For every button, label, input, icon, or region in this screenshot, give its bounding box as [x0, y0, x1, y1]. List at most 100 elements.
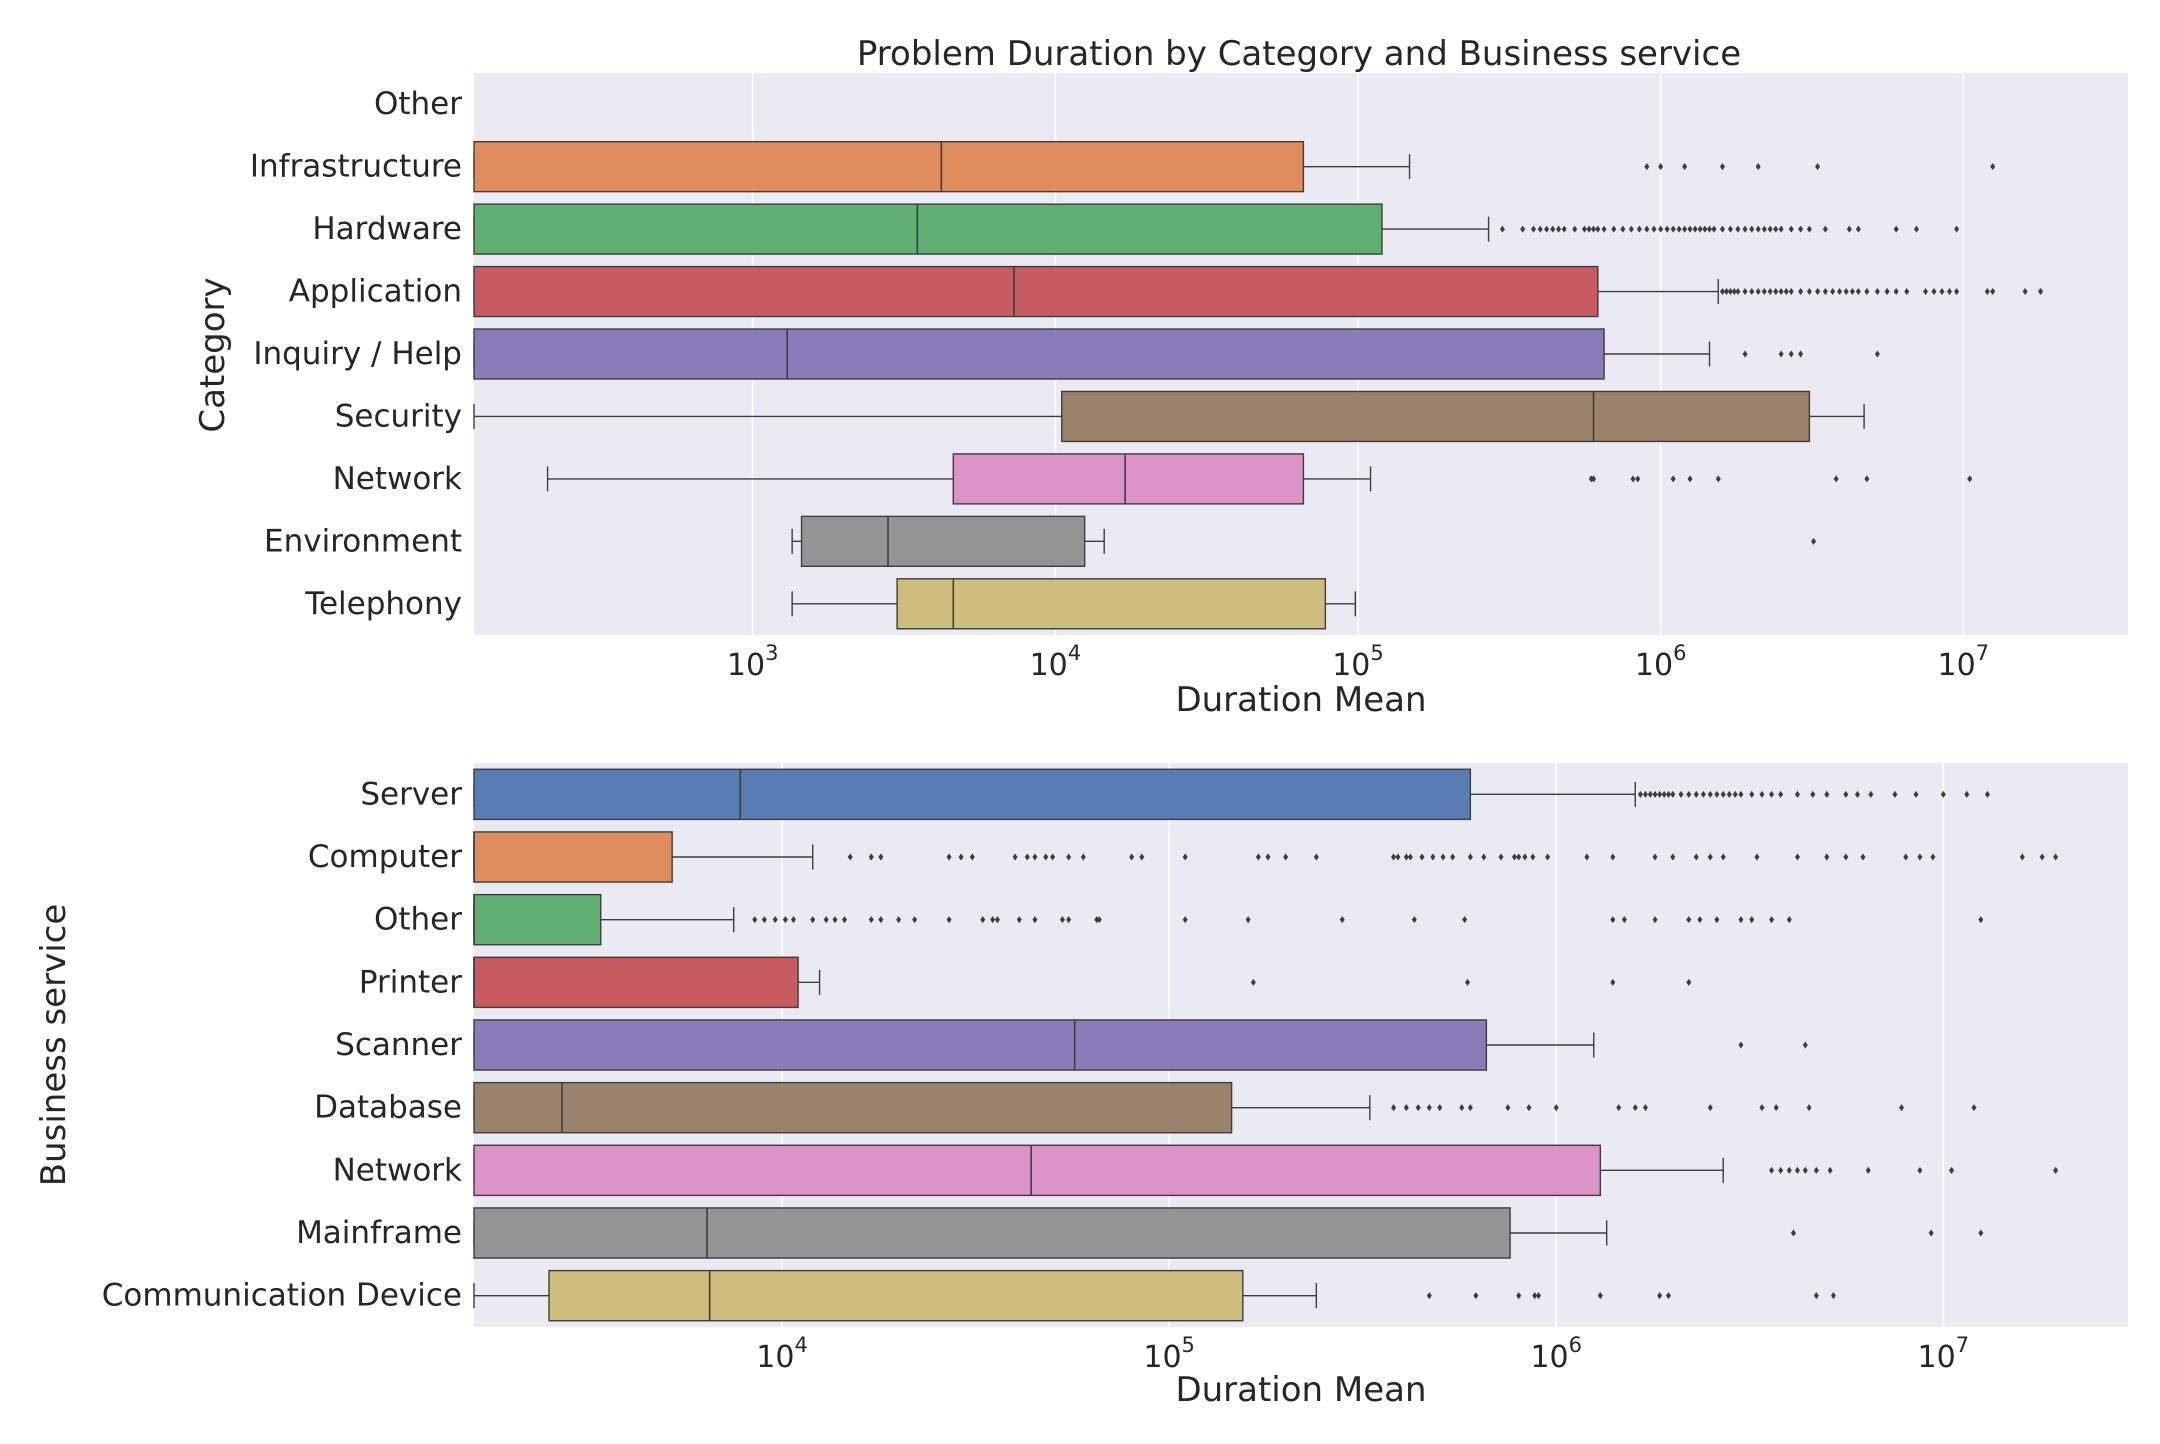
outlier-point: [1610, 916, 1616, 924]
outlier-point: [1735, 225, 1741, 233]
outlier-point: [1767, 288, 1773, 296]
outlier-point: [1783, 288, 1789, 296]
outlier-point: [1827, 1166, 1833, 1174]
outlier-point: [1642, 790, 1648, 798]
outlier-point: [752, 916, 758, 924]
x-axis-label: Duration Mean: [1175, 1370, 1426, 1410]
outlier-point: [1661, 790, 1667, 798]
outlier-point: [1738, 916, 1744, 924]
outlier-point: [1670, 790, 1676, 798]
outlier-point: [1426, 1104, 1432, 1112]
outlier-point: [1903, 853, 1909, 861]
x-tick-label: 105: [1332, 641, 1384, 683]
outlier-point: [1516, 853, 1522, 861]
outlier-point: [1769, 916, 1775, 924]
outlier-point: [1761, 225, 1767, 233]
outlier-point: [1802, 1041, 1808, 1049]
x-tick-label: 105: [1143, 1333, 1195, 1375]
outlier-point: [1666, 1292, 1672, 1300]
box-body: [473, 831, 673, 883]
outlier-point: [1601, 225, 1607, 233]
outlier-point: [1984, 790, 1990, 798]
outlier-point: [1711, 225, 1717, 233]
outlier-point: [958, 853, 964, 861]
outlier-point: [1450, 853, 1456, 861]
outlier-point: [878, 853, 884, 861]
outlier-point: [782, 916, 788, 924]
outlier-point: [1676, 225, 1682, 233]
category-boxplot-panel: 103 104 105 106 107 Duration Mean Category Othe…: [193, 73, 2128, 720]
outlier-point: [1411, 916, 1417, 924]
outlier-point: [2053, 1166, 2059, 1174]
outlier-point: [1749, 916, 1755, 924]
outlier-point: [1813, 1292, 1819, 1300]
outlier-point: [1391, 1104, 1397, 1112]
outlier-point: [1830, 1292, 1836, 1300]
outlier-point: [1313, 853, 1319, 861]
outlier-point: [1815, 288, 1821, 296]
outlier-point: [1426, 1292, 1432, 1300]
outlier-point: [1755, 225, 1761, 233]
box-body: [952, 453, 1305, 505]
y-tick-label: Security: [335, 398, 462, 434]
outlier-point: [1798, 288, 1804, 296]
outlier-point: [1666, 790, 1672, 798]
box-body: [473, 265, 1599, 318]
outlier-point: [1339, 916, 1345, 924]
outlier-point: [1658, 225, 1664, 233]
outlier-point: [1096, 916, 1102, 924]
x-axis-label: Duration Mean: [1175, 680, 1426, 720]
box-body: [473, 140, 1305, 193]
y-tick-label: Printer: [359, 964, 462, 1000]
outlier-point: [1658, 163, 1664, 171]
outlier-point: [878, 916, 884, 924]
outlier-point: [994, 916, 1000, 924]
outlier-point: [1786, 1166, 1792, 1174]
outlier-point: [1630, 475, 1636, 483]
outlier-point: [1849, 288, 1855, 296]
x-tick-label: 107: [1918, 1333, 1970, 1375]
outlier-point: [1581, 225, 1587, 233]
outlier-point: [1726, 790, 1732, 798]
outlier-point: [1788, 225, 1794, 233]
outlier-point: [2038, 288, 2044, 296]
outlier-point: [1467, 853, 1473, 861]
outlier-point: [1419, 853, 1425, 861]
outlier-point: [1949, 1166, 1955, 1174]
outlier-point: [1682, 225, 1688, 233]
outlier-point: [1621, 916, 1627, 924]
outlier-point: [1788, 288, 1794, 296]
outlier-point: [1778, 790, 1784, 798]
box-body: [473, 1207, 1511, 1259]
y-tick-label: Application: [289, 274, 462, 310]
outlier-point: [1080, 853, 1086, 861]
outlier-point: [1864, 288, 1870, 296]
outlier-point: [1815, 163, 1821, 171]
outlier-point: [1923, 288, 1929, 296]
outlier-point: [1265, 853, 1271, 861]
x-tick-label: 104: [756, 1333, 808, 1375]
outlier-point: [1430, 853, 1436, 861]
outlier-point: [1407, 853, 1413, 861]
outlier-point: [1642, 1104, 1648, 1112]
outlier-point: [1868, 790, 1874, 798]
outlier-point: [1884, 288, 1890, 296]
outlier-point: [1522, 853, 1528, 861]
outlier-point: [842, 916, 848, 924]
outlier-point: [1437, 1104, 1443, 1112]
outlier-point: [1742, 225, 1748, 233]
outlier-point: [1773, 225, 1779, 233]
outlier-point: [1644, 163, 1650, 171]
outlier-point: [1561, 225, 1567, 233]
outlier-point: [990, 916, 996, 924]
outlier-point: [1742, 350, 1748, 358]
y-tick-label: Network: [333, 1152, 462, 1188]
y-tick-label: Mainframe: [296, 1215, 462, 1251]
outlier-point: [1403, 853, 1409, 861]
y-axis-label: Business service: [34, 904, 74, 1187]
y-tick-label: Infrastructure: [250, 149, 462, 185]
outlier-point: [832, 916, 838, 924]
outlier-point: [1727, 225, 1733, 233]
box-body: [473, 1144, 1602, 1197]
